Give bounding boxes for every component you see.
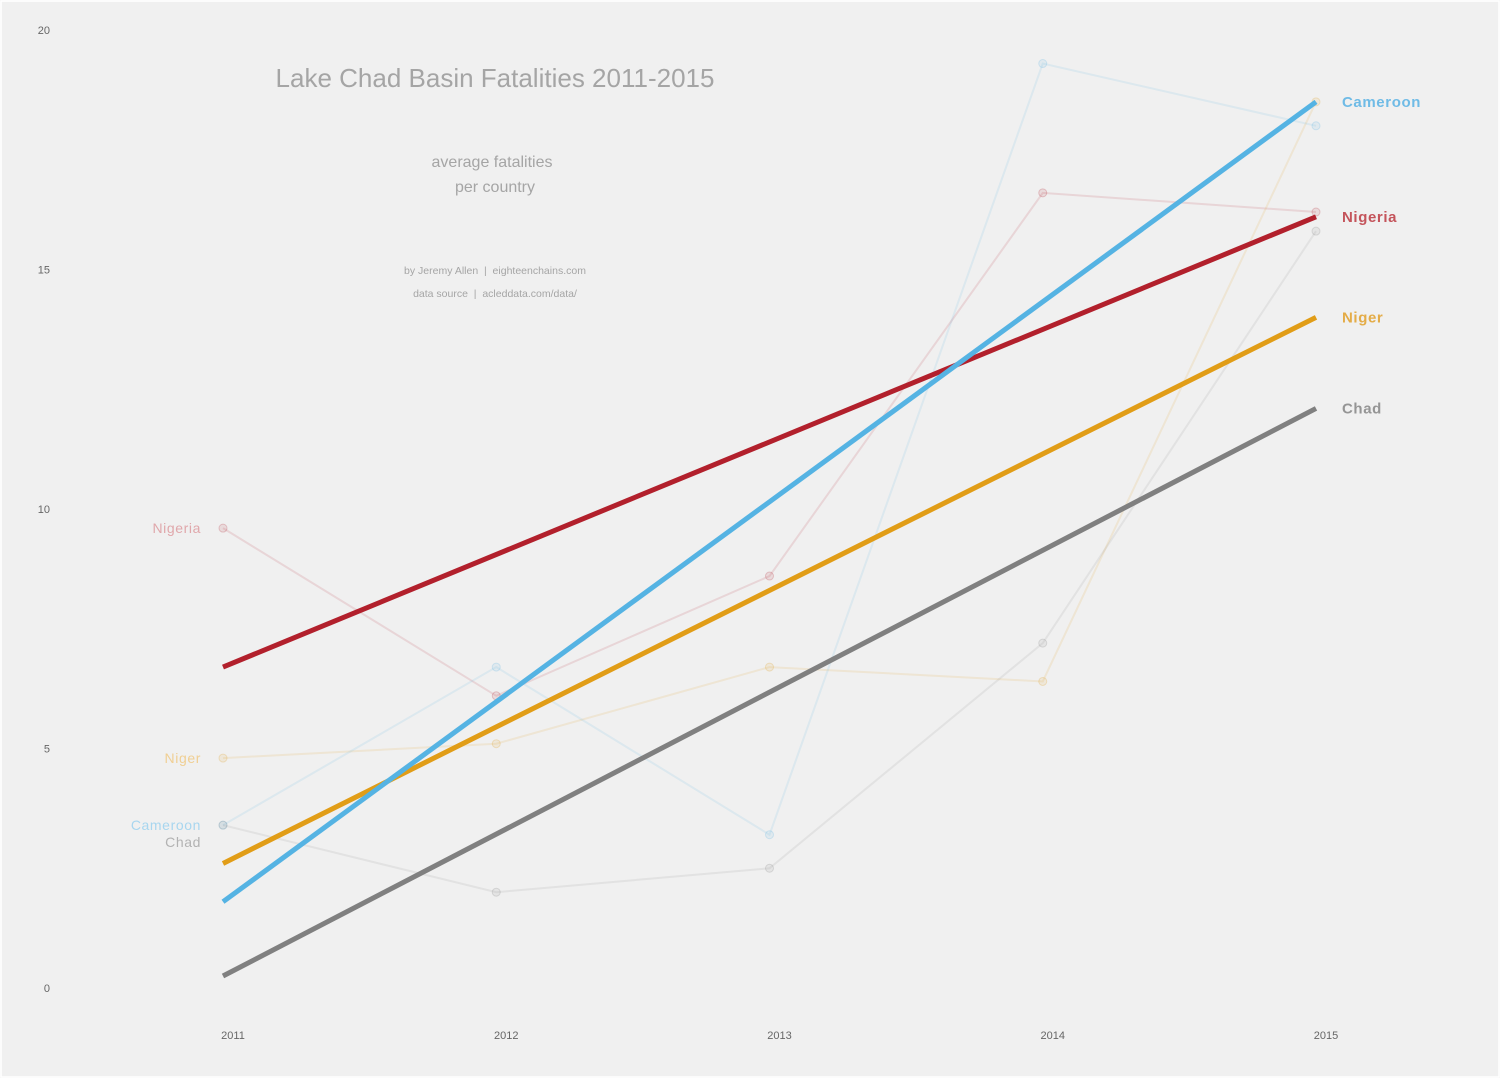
end-label-cameroon: Cameroon bbox=[1342, 94, 1421, 111]
end-label-nigeria: Nigeria bbox=[1342, 209, 1397, 226]
data-point-nigeria bbox=[1038, 188, 1048, 198]
data-point-cameroon bbox=[491, 662, 501, 672]
data-point-niger bbox=[491, 739, 501, 749]
x-tick-label: 2012 bbox=[494, 1030, 518, 1042]
start-label-niger: Niger bbox=[165, 750, 201, 766]
y-axis: 0 5 10 15 20 bbox=[38, 25, 50, 995]
data-point-niger bbox=[765, 662, 774, 672]
chart-header: Lake Chad Basin Fatalities 2011-2015 ave… bbox=[276, 63, 715, 300]
trend-line-niger bbox=[221, 315, 1318, 866]
y-tick-label: 15 bbox=[38, 265, 50, 277]
data-point-cameroon bbox=[765, 830, 774, 840]
x-tick-label: 2011 bbox=[221, 1030, 245, 1042]
data-source-credit: data source | acleddata.com/data/ bbox=[413, 288, 577, 300]
data-point-nigeria bbox=[218, 523, 228, 533]
end-label-chad: Chad bbox=[1342, 400, 1382, 417]
author-credit: by Jeremy Allen | eighteenchains.com bbox=[404, 265, 586, 277]
chart-subtitle-line-1: average fatalities bbox=[432, 154, 553, 171]
chart-subtitle-line-2: per country bbox=[455, 179, 535, 196]
end-label-niger: Niger bbox=[1342, 309, 1383, 326]
data-point-niger bbox=[218, 753, 228, 763]
y-tick-label: 0 bbox=[44, 983, 50, 995]
series-line-cameroon bbox=[222, 62, 1317, 837]
trend-line-nigeria bbox=[222, 214, 1317, 670]
start-label-nigeria: Nigeria bbox=[152, 520, 201, 536]
chart-title: Lake Chad Basin Fatalities 2011-2015 bbox=[276, 63, 715, 93]
series-labels: NigeriaNigerCameroonChadCameroonNigeriaN… bbox=[131, 94, 1421, 850]
trend-line-chad bbox=[221, 406, 1318, 979]
data-point-cameroon bbox=[1038, 59, 1048, 69]
data-point-chad bbox=[1311, 226, 1321, 236]
x-tick-label: 2014 bbox=[1041, 1030, 1065, 1042]
start-label-chad: Chad bbox=[165, 834, 201, 850]
data-point-niger bbox=[1038, 676, 1048, 686]
data-point-chad bbox=[765, 863, 774, 873]
y-tick-label: 20 bbox=[38, 25, 50, 37]
data-point-cameroon bbox=[218, 820, 228, 830]
x-axis: 2011 2012 2013 2014 2015 bbox=[221, 1030, 1338, 1042]
trend-lines bbox=[221, 99, 1318, 979]
data-point-chad bbox=[1038, 638, 1048, 648]
data-point-nigeria bbox=[1311, 207, 1321, 217]
data-point-chad bbox=[218, 820, 228, 830]
y-tick-label: 10 bbox=[38, 504, 50, 516]
data-point-chad bbox=[491, 887, 501, 897]
y-tick-label: 5 bbox=[44, 744, 50, 756]
x-tick-label: 2015 bbox=[1314, 1030, 1338, 1042]
trend-line-cameroon bbox=[221, 99, 1318, 904]
data-point-nigeria bbox=[765, 571, 774, 581]
series-line-chad bbox=[222, 230, 1317, 894]
start-label-cameroon: Cameroon bbox=[131, 817, 201, 833]
x-tick-label: 2013 bbox=[767, 1030, 791, 1042]
series-line-niger bbox=[222, 101, 1317, 760]
series-line-nigeria bbox=[222, 191, 1317, 697]
data-point-cameroon bbox=[1311, 121, 1321, 131]
raw-series-lines bbox=[218, 59, 1321, 897]
